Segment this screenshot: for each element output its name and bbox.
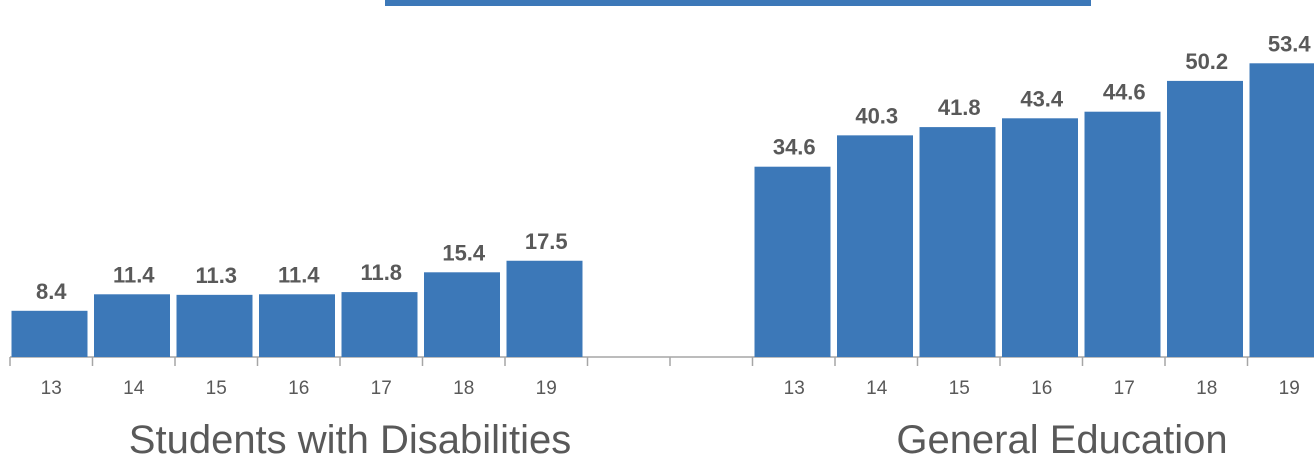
x-tick-label: 14 (866, 378, 888, 399)
x-tick-label: 17 (371, 378, 392, 399)
bar (11, 310, 88, 357)
header-bar (385, 0, 1091, 6)
data-label: 40.3 (855, 103, 898, 128)
data-label: 50.2 (1185, 49, 1228, 74)
data-label: 11.3 (195, 263, 237, 288)
bar (176, 294, 253, 357)
x-tick-label: 13 (784, 378, 805, 399)
data-label: 8.4 (36, 279, 67, 304)
data-label: 41.8 (938, 95, 981, 120)
x-tick-label: 16 (288, 378, 309, 399)
bar (341, 292, 418, 357)
x-tick-label: 16 (1031, 378, 1052, 399)
x-tick-label: 18 (1196, 378, 1217, 399)
bar (754, 166, 831, 357)
bar (837, 135, 913, 357)
data-label: 34.6 (773, 135, 816, 160)
bar (1249, 63, 1314, 358)
bar (1167, 80, 1243, 358)
bar (424, 272, 500, 357)
group-label-students-with-disabilities: Students with Disabilities (129, 418, 571, 459)
x-tick-label: 15 (206, 378, 227, 399)
data-label: 44.6 (1103, 80, 1146, 105)
data-label: 53.4 (1268, 31, 1312, 56)
data-label: 15.4 (442, 240, 486, 265)
x-tick-label: 13 (41, 378, 62, 399)
x-tick-label: 19 (536, 378, 557, 399)
bar (919, 127, 996, 357)
data-label: 11.4 (113, 262, 155, 287)
x-tick-label: 15 (949, 378, 970, 399)
data-label: 43.4 (1020, 86, 1064, 111)
data-label: 11.8 (360, 260, 402, 285)
x-tick-label: 18 (453, 378, 474, 399)
x-tick-label: 19 (1279, 378, 1300, 399)
bar (259, 294, 335, 357)
data-label: 11.4 (278, 262, 320, 287)
group-label-general-education: General Education (896, 418, 1227, 459)
x-tick-label: 17 (1114, 378, 1135, 399)
bar (1002, 118, 1078, 357)
bar (506, 260, 583, 357)
x-tick-label: 14 (123, 378, 145, 399)
data-label: 17.5 (525, 229, 568, 254)
bar (1084, 111, 1161, 357)
bar (94, 294, 170, 357)
